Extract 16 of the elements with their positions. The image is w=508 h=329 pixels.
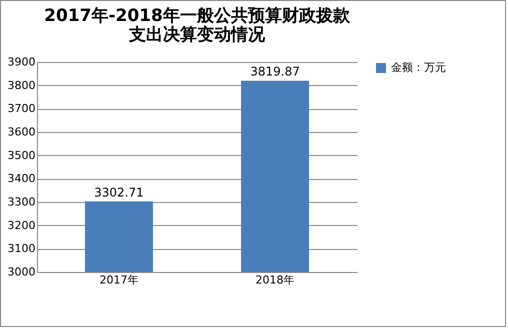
data-label: 3302.71 [94,185,144,200]
y-tick-label: 3900 [8,56,36,68]
y-tick-label: 3000 [8,266,36,278]
x-tick-label: 2017年 [99,274,138,286]
legend-label: 金额：万元 [391,61,446,74]
y-tick-label: 3500 [8,148,36,162]
y-tick-label: 3600 [8,126,36,138]
y-tick-label: 3200 [8,218,36,232]
y-tick-label: 3800 [8,78,36,92]
data-label: 3819.87 [250,64,300,79]
y-tick-label: 3400 [8,172,36,186]
y-tick-label: 3700 [8,102,36,116]
chart-title: 2017年-2018年一般公共预算财政拨款支出决算变动情况 [44,6,351,45]
y-tick-label: 3300 [8,196,36,208]
x-tick-label: 2018年 [256,274,295,286]
y-tick-label: 3100 [8,242,36,256]
